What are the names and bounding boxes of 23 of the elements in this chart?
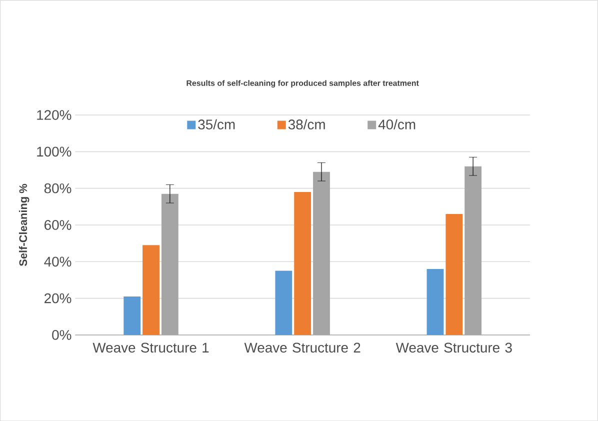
legend-label: 35/cm	[198, 119, 235, 130]
x-tick-label: Weave Structure 1	[92, 342, 209, 353]
y-tick-label: 40%	[44, 256, 72, 267]
y-axis-title: Self-Cleaning %	[18, 184, 30, 266]
y-tick-label: 0%	[52, 330, 72, 340]
bar	[124, 296, 141, 335]
bar	[161, 194, 178, 335]
bar	[294, 192, 312, 335]
bar	[446, 214, 463, 335]
x-tick-label: Weave Structure 2	[244, 342, 360, 353]
y-tick-label: 60%	[44, 220, 72, 230]
bar	[275, 270, 292, 335]
bar	[313, 172, 330, 335]
bar	[426, 268, 444, 335]
y-tick-label: 20%	[44, 293, 72, 304]
bar	[142, 245, 160, 335]
y-tick-label: 100%	[37, 146, 72, 157]
y-tick-label: 120%	[37, 110, 72, 120]
bar	[464, 166, 482, 335]
legend-label: 38/cm	[288, 119, 325, 130]
legend-label: 40/cm	[378, 119, 416, 130]
x-tick-label: Weave Structure 3	[396, 342, 512, 353]
y-tick-label: 80%	[44, 183, 72, 194]
